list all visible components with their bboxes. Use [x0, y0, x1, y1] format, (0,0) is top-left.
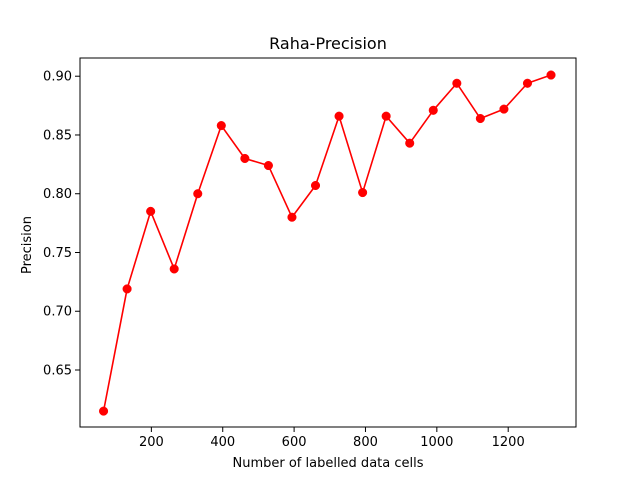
y-tick-label-3: 0.80 — [43, 187, 72, 202]
data-point-7 — [263, 160, 273, 171]
data-point-1 — [122, 284, 132, 294]
data-point-2 — [146, 206, 156, 216]
data-point-3 — [169, 264, 179, 274]
data-point-18 — [522, 78, 533, 88]
data-point-13 — [405, 138, 415, 148]
y-tick-label-2: 0.75 — [43, 246, 72, 261]
data-point-6 — [240, 153, 250, 164]
x-tick-label-0: 200 — [139, 435, 164, 450]
data-point-5 — [216, 121, 226, 131]
x-tick-label-1: 400 — [210, 435, 235, 450]
series-line-0 — [102, 74, 552, 412]
plot-frame — [79, 57, 577, 428]
data-point-17 — [499, 104, 509, 114]
x-tick-label-3: 800 — [353, 435, 378, 450]
y-axis-label: Precision — [20, 216, 35, 274]
data-point-14 — [428, 105, 438, 115]
y-tick-label-0: 0.65 — [43, 364, 72, 379]
data-point-9 — [310, 180, 321, 191]
data-point-16 — [475, 113, 485, 124]
data-point-8 — [287, 212, 297, 222]
x-tick-label-5: 1200 — [492, 435, 525, 450]
y-tick-label-1: 0.70 — [43, 305, 72, 320]
plot-area: 200 400 600 800 1000 1200 0.65 0.70 0.75 0.80 0.85… — [43, 57, 577, 450]
data-point-15 — [452, 78, 462, 88]
y-tick-label-5: 0.90 — [43, 70, 72, 85]
y-tick-label-4: 0.85 — [43, 128, 72, 143]
chart-title: Raha-Precision — [269, 34, 387, 53]
data-point-0 — [99, 406, 109, 416]
x-axis-label: Number of labelled data cells — [232, 456, 423, 471]
x-tick-label-4: 1000 — [420, 435, 453, 450]
x-tick-label-2: 600 — [282, 435, 307, 450]
data-point-4 — [193, 189, 203, 199]
data-point-11 — [358, 188, 368, 198]
data-point-19 — [546, 70, 556, 80]
data-point-12 — [381, 111, 391, 121]
data-point-10 — [334, 111, 344, 121]
